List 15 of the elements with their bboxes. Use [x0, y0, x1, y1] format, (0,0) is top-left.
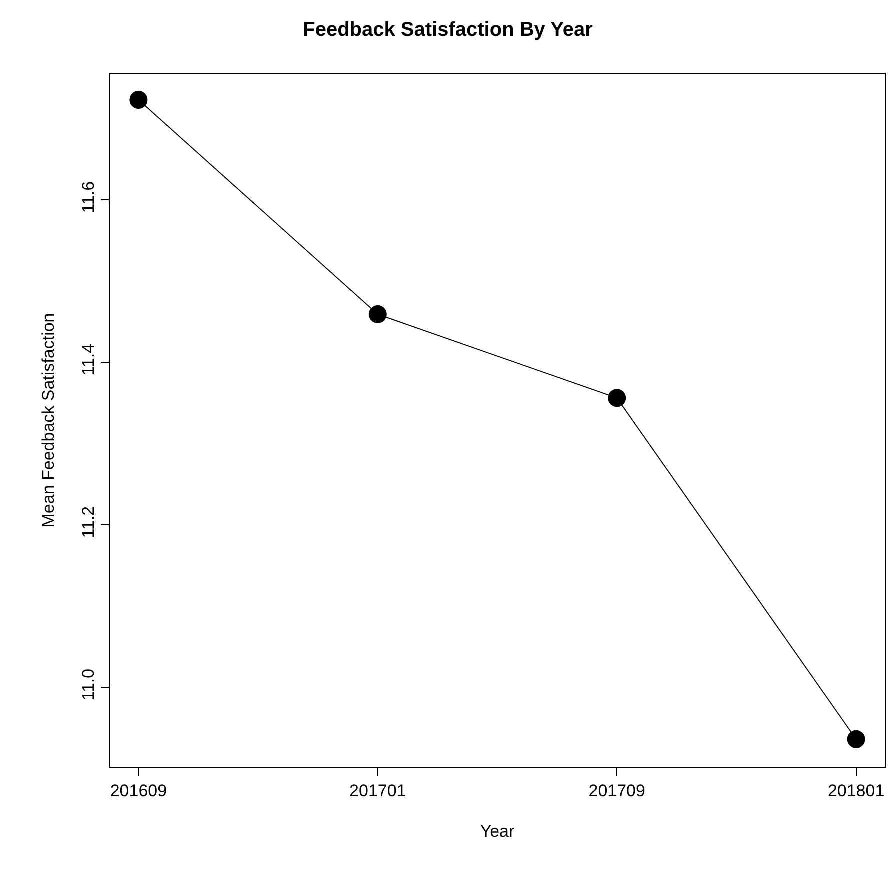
chart-title: Feedback Satisfaction By Year [303, 18, 594, 41]
point [608, 389, 626, 408]
y-tick-label: 11.4 [79, 344, 98, 376]
x-tick-label: 201609 [110, 781, 168, 800]
x-axis-title: Year [480, 822, 516, 841]
y-tick-label: 11.6 [79, 181, 98, 214]
x-tick-label: 201701 [350, 781, 406, 800]
x-tick-label: 201709 [588, 781, 646, 800]
point [130, 91, 148, 109]
point [847, 730, 866, 748]
x-tick-label: 201801 [828, 781, 885, 800]
y-axis-title: Mean Feedback Satisfaction [38, 313, 58, 528]
point [368, 305, 387, 324]
y-tick-label: 11.0 [79, 668, 98, 701]
y-tick-label: 11.2 [79, 506, 98, 538]
